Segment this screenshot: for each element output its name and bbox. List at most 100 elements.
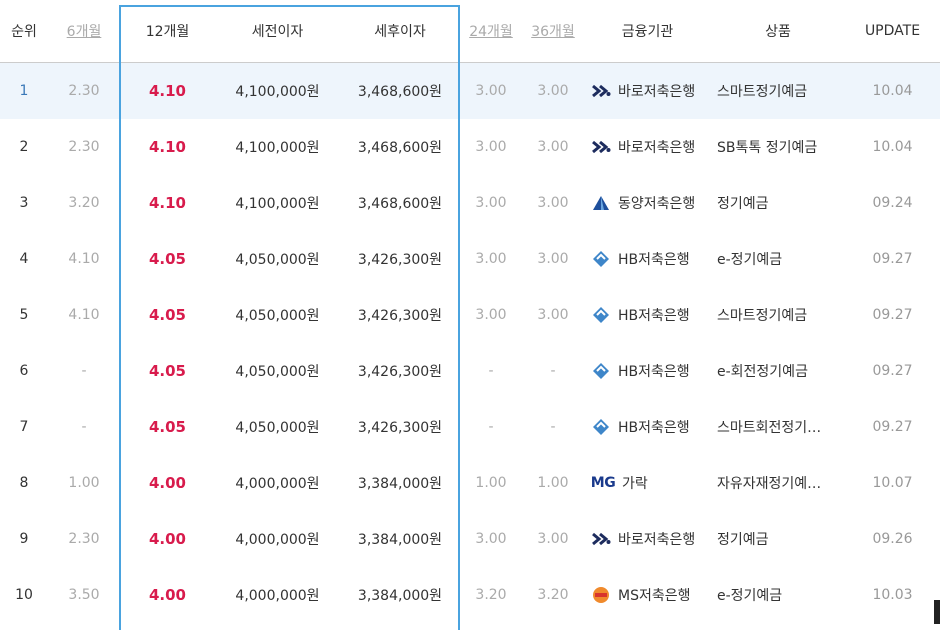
table-row[interactable]: 6 - 4.05 4,050,000원 3,426,300원 - - HB저축은…	[0, 343, 940, 399]
bank-name[interactable]: HB저축은행	[618, 364, 690, 380]
institution-cell[interactable]: 동양저축은행	[584, 175, 711, 231]
product-name-cell[interactable]: 정기예금	[717, 532, 769, 548]
bank-name[interactable]: HB저축은행	[618, 252, 690, 268]
institution-cell[interactable]: 바로저축은행	[584, 62, 711, 119]
institution-cell[interactable]: 바로저축은행	[584, 119, 711, 175]
col-6month-link[interactable]: 6개월	[48, 0, 120, 63]
rate-6month-cell: 2.30	[68, 139, 100, 155]
mg-logo-text: MG	[590, 475, 616, 491]
baro-icon	[590, 530, 612, 548]
col-product: 상품	[711, 0, 845, 63]
rate-12month-cell: 4.00	[148, 586, 186, 604]
bank-name[interactable]: 동양저축은행	[618, 196, 696, 212]
col-24month-link[interactable]: 24개월	[460, 0, 522, 63]
hb-icon	[590, 362, 612, 380]
posttax-interest-cell: 3,468,600원	[340, 62, 460, 119]
posttax-interest-cell: 3,384,000원	[357, 532, 443, 548]
baro-icon	[590, 138, 612, 156]
bank-name[interactable]: HB저축은행	[618, 420, 690, 436]
pretax-interest-cell: 4,050,000원	[235, 252, 320, 268]
rate-36month-cell: 1.00	[537, 475, 569, 491]
hb-icon	[590, 306, 612, 324]
rate-12month-cell: 4.10	[148, 194, 186, 212]
rate-6month-cell: 2.30	[48, 62, 120, 119]
table-row[interactable]: 8 1.00 4.00 4,000,000원 3,384,000원 1.00 1…	[0, 455, 940, 511]
col-update: UPDATE	[845, 0, 940, 63]
bank-name[interactable]: MS저축은행	[618, 588, 691, 604]
posttax-interest-cell: 3,468,600원	[357, 196, 443, 212]
hb-icon	[590, 250, 612, 268]
rate-12month-cell: 4.00	[148, 530, 186, 548]
bank-name[interactable]: 바로저축은행	[618, 532, 696, 548]
rate-36month-cell: 3.20	[537, 587, 569, 603]
table-row[interactable]: 4 4.10 4.05 4,050,000원 3,426,300원 3.00 3…	[0, 231, 940, 287]
table-row[interactable]: 10 3.50 4.00 4,000,000원 3,384,000원 3.20 …	[0, 567, 940, 623]
posttax-interest-cell: 3,426,300원	[357, 420, 443, 436]
rank-cell: 8	[19, 475, 29, 491]
update-date-cell: 09.26	[872, 531, 913, 547]
rank-cell: 10	[15, 587, 33, 603]
product-name-cell[interactable]: 스마트정기예금	[711, 62, 845, 119]
rate-12month-cell: 4.10	[148, 138, 186, 156]
rate-36month-cell: -	[550, 363, 556, 379]
pretax-interest-cell: 4,100,000원	[215, 62, 340, 119]
update-date-cell: 10.04	[872, 139, 913, 155]
product-name-cell[interactable]: e-정기예금	[717, 588, 783, 604]
rate-6month-cell: 4.10	[68, 307, 100, 323]
table-row[interactable]: 1 2.30 4.10 4,100,000원 3,468,600원 3.00 3…	[0, 62, 940, 119]
institution-cell[interactable]: HB저축은행	[584, 231, 711, 287]
rate-24month-cell: 3.00	[475, 139, 507, 155]
table-row[interactable]: 9 2.30 4.00 4,000,000원 3,384,000원 3.00 3…	[0, 511, 940, 567]
pretax-interest-cell: 4,050,000원	[235, 364, 320, 380]
hb-icon	[590, 418, 612, 436]
scrollbar-thumb[interactable]	[934, 600, 940, 624]
institution-cell[interactable]: HB저축은행	[584, 287, 711, 343]
baro-icon	[590, 82, 612, 100]
rate-12month-cell: 4.05	[148, 418, 186, 436]
table-row[interactable]: 5 4.10 4.05 4,050,000원 3,426,300원 3.00 3…	[0, 287, 940, 343]
mg-icon: MG	[590, 474, 616, 492]
product-name-cell[interactable]: e-정기예금	[717, 252, 783, 268]
col-rank: 순위	[0, 0, 48, 63]
table-header-row: 순위 6개월 12개월 세전이자 세후이자 24개월 36개월 금융기관 상품 …	[0, 0, 940, 63]
rate-24month-cell: 3.20	[475, 587, 507, 603]
institution-cell[interactable]: MG 가락	[584, 455, 711, 511]
posttax-interest-cell: 3,384,000원	[357, 588, 443, 604]
rate-24month-cell: 3.00	[475, 531, 507, 547]
table-row[interactable]: 3 3.20 4.10 4,100,000원 3,468,600원 3.00 3…	[0, 175, 940, 231]
product-name-cell[interactable]: 스마트정기예금	[717, 308, 808, 324]
rate-6month-cell: 1.00	[68, 475, 100, 491]
table-row[interactable]: 2 2.30 4.10 4,100,000원 3,468,600원 3.00 3…	[0, 119, 940, 175]
rank-cell: 4	[19, 251, 29, 267]
col-pretax-interest: 세전이자	[215, 0, 340, 63]
rate-24month-cell: -	[488, 363, 494, 379]
table-row[interactable]: 7 - 4.05 4,050,000원 3,426,300원 - - HB저축은…	[0, 399, 940, 455]
update-date-cell: 09.27	[872, 363, 913, 379]
posttax-interest-cell: 3,426,300원	[357, 252, 443, 268]
product-name-cell[interactable]: e-회전정기예금	[717, 364, 808, 380]
posttax-interest-cell: 3,426,300원	[357, 364, 443, 380]
bank-name[interactable]: HB저축은행	[618, 308, 690, 324]
rate-36month-cell: 3.00	[537, 531, 569, 547]
institution-cell[interactable]: 바로저축은행	[584, 511, 711, 567]
rate-36month-cell: -	[550, 419, 556, 435]
rate-6month-cell: -	[81, 419, 87, 435]
pretax-interest-cell: 4,100,000원	[235, 196, 320, 212]
institution-cell[interactable]: HB저축은행	[584, 343, 711, 399]
product-name-cell[interactable]: SB톡톡 정기예금	[717, 140, 818, 156]
rate-24month-cell: 1.00	[475, 475, 507, 491]
bank-name[interactable]: 가락	[622, 476, 648, 492]
rate-36month-cell: 3.00	[522, 62, 584, 119]
bank-name[interactable]: 바로저축은행	[618, 140, 696, 156]
pretax-interest-cell: 4,050,000원	[235, 308, 320, 324]
product-name-cell[interactable]: 스마트회전정기…	[717, 420, 822, 436]
col-36month-link[interactable]: 36개월	[522, 0, 584, 63]
product-name-cell[interactable]: 자유자재정기예…	[717, 476, 822, 492]
posttax-interest-cell: 3,468,600원	[357, 140, 443, 156]
institution-cell[interactable]: HB저축은행	[584, 399, 711, 455]
bank-name[interactable]: 바로저축은행	[618, 84, 696, 100]
rate-24month-cell: 3.00	[475, 251, 507, 267]
institution-cell[interactable]: MS저축은행	[584, 567, 711, 623]
product-name-cell[interactable]: 정기예금	[717, 196, 769, 212]
